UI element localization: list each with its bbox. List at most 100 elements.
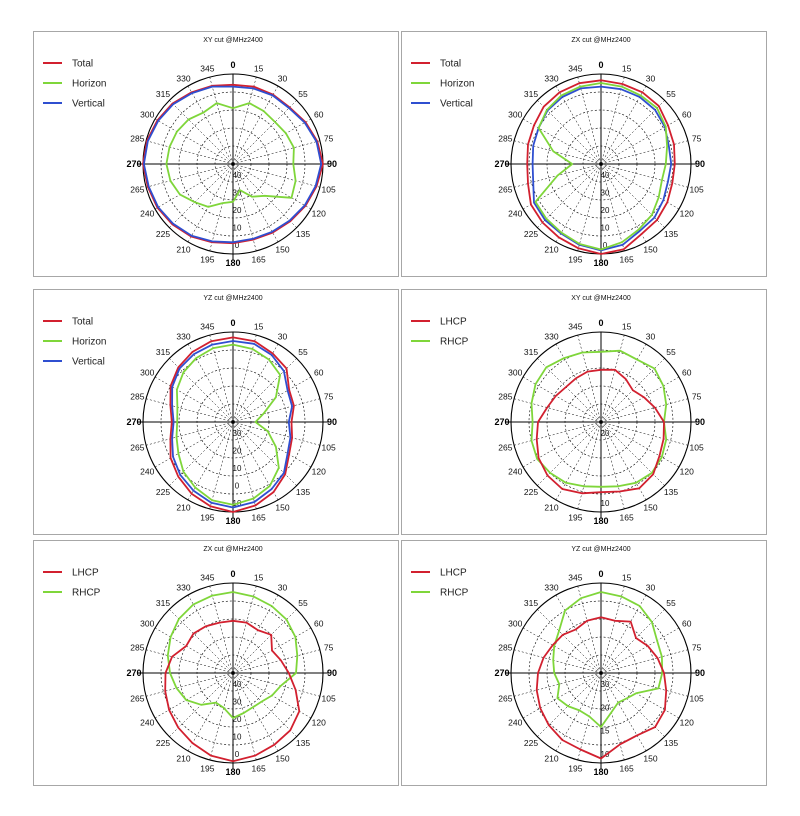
angle-tick-label: 240 (508, 718, 522, 728)
grid-spoke (232, 376, 312, 423)
angle-tick-label: 165 (620, 255, 634, 265)
angle-tick-label: 30 (646, 331, 656, 341)
grid-spoke (600, 376, 680, 423)
grid-spoke (514, 140, 602, 165)
grid-spoke (232, 163, 312, 210)
grid-spoke (232, 163, 320, 188)
grid-spoke (232, 672, 257, 760)
grid-spoke (209, 672, 234, 760)
grid-spoke (600, 77, 625, 165)
legend-label-horizon: Horizon (72, 79, 106, 90)
grid-spoke (209, 163, 234, 251)
legend-label-vertical: Vertical (440, 99, 473, 110)
grid-spoke (600, 163, 680, 210)
grid-spoke (600, 421, 688, 446)
angle-tick-label: 195 (568, 255, 582, 265)
angle-tick-label: 0 (598, 60, 603, 70)
grid-spoke (600, 163, 688, 188)
angle-tick-label: 180 (593, 516, 608, 526)
radial-tick-label: 40 (233, 680, 242, 689)
angle-tick-label: 240 (508, 209, 522, 219)
angle-tick-label: 265 (498, 185, 512, 195)
angle-tick-label: 165 (252, 513, 266, 523)
angle-tick-label: 165 (620, 513, 634, 523)
angle-tick-label: 180 (225, 258, 240, 268)
angle-tick-label: 105 (322, 694, 336, 704)
angle-tick-label: 300 (140, 619, 154, 629)
legend: Total Horizon Vertical (43, 59, 106, 110)
angle-tick-label: 285 (130, 133, 144, 143)
grid-spoke (187, 85, 234, 165)
series-line-vertical (143, 85, 323, 244)
angle-tick-label: 120 (680, 467, 694, 477)
grid-spoke (232, 163, 257, 251)
grid-spoke (169, 100, 234, 165)
angle-tick-label: 330 (544, 73, 558, 83)
grid-spoke (232, 586, 257, 674)
grid-spoke (600, 140, 688, 165)
angle-tick-label: 90 (695, 159, 705, 169)
chart-panel-zx-linear: ZX cut @MHz2400 0 15 30 55 60 75 90 105 120 135 150… (401, 31, 767, 277)
angle-tick-label: 120 (680, 718, 694, 728)
angle-tick-label: 225 (524, 487, 538, 497)
angle-tick-label: 165 (620, 764, 634, 774)
grid-spoke (555, 163, 602, 243)
angle-tick-label: 0 (230, 60, 235, 70)
angle-tick-label: 15 (254, 572, 264, 582)
grid-spoke (232, 649, 320, 674)
grid-spoke (600, 163, 665, 228)
grid-spoke (146, 163, 234, 188)
angle-tick-label: 90 (327, 159, 337, 169)
legend: Total Horizon Vertical (43, 317, 106, 368)
grid-spoke (600, 163, 625, 251)
legend: LHCP RHCP (411, 317, 469, 348)
grid-spoke (232, 358, 297, 423)
angle-tick-label: 240 (140, 467, 154, 477)
series-line-horizon (175, 343, 282, 506)
series-line-horizon (165, 102, 297, 208)
radial-tick-label: 20 (233, 206, 242, 215)
angle-tick-label: 270 (126, 159, 141, 169)
angle-tick-label: 315 (156, 347, 170, 357)
angle-tick-label: 345 (568, 321, 582, 331)
angle-tick-label: 55 (666, 89, 676, 99)
angle-tick-label: 90 (695, 417, 705, 427)
grid-spoke (537, 358, 602, 423)
grid-spoke (187, 672, 234, 752)
grid-spoke (154, 163, 234, 210)
radial-tick-label: 30 (601, 680, 610, 689)
angle-tick-label: 0 (230, 318, 235, 328)
legend-label-total: Total (72, 317, 93, 328)
radial-tick-label: 20 (233, 446, 242, 455)
radial-tick-label: 0 (603, 241, 608, 250)
angle-tick-label: 225 (524, 738, 538, 748)
chart-title: ZX cut @MHz2400 (571, 37, 630, 44)
legend-label-total: Total (72, 59, 93, 70)
angle-tick-label: 120 (312, 467, 326, 477)
grid-spoke (232, 85, 279, 165)
radial-tick-label: 30 (233, 429, 242, 438)
grid-spoke (146, 421, 234, 446)
grid-spoke (600, 421, 680, 468)
chart-panel-xy-linear: XY cut @MHz2400 0 15 30 55 60 75 90 105 120 135 150… (33, 31, 399, 277)
grid-spoke (600, 672, 625, 760)
angle-tick-label: 165 (252, 764, 266, 774)
angle-tick-label: 180 (593, 258, 608, 268)
angle-tick-label: 195 (568, 513, 582, 523)
angle-tick-label: 75 (324, 391, 334, 401)
angle-tick-label: 265 (498, 443, 512, 453)
legend-label-total: Total (440, 59, 461, 70)
grid-spoke (522, 118, 602, 165)
grid-spoke (146, 398, 234, 423)
angle-tick-label: 60 (682, 110, 692, 120)
angle-tick-label: 120 (312, 718, 326, 728)
angle-tick-label: 270 (494, 417, 509, 427)
grid-spoke (232, 672, 320, 697)
angle-tick-label: 270 (494, 668, 509, 678)
angle-tick-label: 285 (130, 391, 144, 401)
radial-tick-label: 40 (601, 171, 610, 180)
angle-tick-label: 210 (176, 503, 190, 513)
grid-spoke (232, 672, 279, 752)
legend-label-lhcp: LHCP (72, 568, 99, 579)
